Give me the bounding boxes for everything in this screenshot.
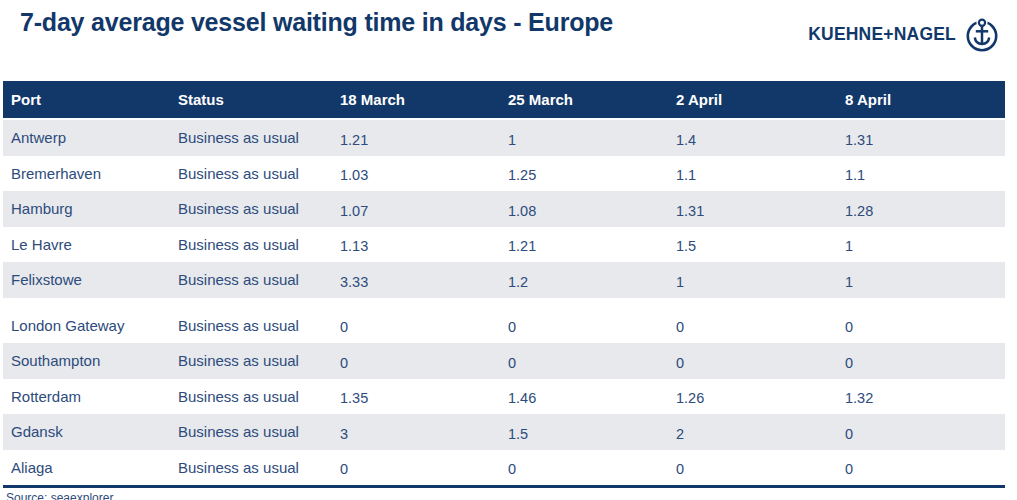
value-cell: 1.35 [340,390,508,406]
value-cell: 0 [845,355,1005,371]
status-cell: Business as usual [178,271,340,288]
kuehne-nagel-logo: KUEHNE+NAGEL [808,14,1001,54]
port-cell: Bremerhaven [3,165,178,182]
status-cell: Business as usual [178,165,340,182]
status-cell: Business as usual [178,423,340,440]
value-cell: 1 [845,274,1005,290]
table-body: AntwerpBusiness as usual1.2111.41.31Brem… [3,120,1005,485]
value-cell: 0 [676,319,845,335]
port-cell: Felixstowe [3,271,178,288]
value-cell: 1.32 [845,390,1005,406]
value-cell: 0 [676,355,845,371]
table-row: London GatewayBusiness as usual0000 [3,308,1005,344]
table-row: AntwerpBusiness as usual1.2111.41.31 [3,120,1005,156]
logo-text: KUEHNE+NAGEL [808,24,956,45]
value-cell: 0 [845,461,1005,477]
source-note: Source: seaexplorer [6,491,1017,500]
value-cell: 1.5 [676,238,845,254]
value-cell: 1.5 [508,426,676,442]
status-cell: Business as usual [178,388,340,405]
status-cell: Business as usual [178,352,340,369]
value-cell: 1.2 [508,274,676,290]
column-header-status: Status [178,91,340,108]
value-cell: 1.07 [340,203,508,219]
status-cell: Business as usual [178,129,340,146]
column-header-date: 2 April [676,91,845,108]
table-row: AliagaBusiness as usual0000 [3,450,1005,486]
port-cell: Antwerp [3,129,178,146]
table-bottom-rule [3,485,1005,488]
port-cell: Southampton [3,352,178,369]
port-cell: London Gateway [3,317,178,334]
status-cell: Business as usual [178,200,340,217]
anchor-icon [963,14,1001,54]
value-cell: 1.21 [508,238,676,254]
value-cell: 1 [845,238,1005,254]
page-title: 7-day average vessel waiting time in day… [20,8,613,37]
value-cell: 1.03 [340,167,508,183]
table-row: GdanskBusiness as usual31.520 [3,414,1005,450]
port-cell: Rotterdam [3,388,178,405]
waiting-time-table: Port Status 18 March 25 March 2 April 8 … [3,81,1005,485]
table-row: HamburgBusiness as usual1.071.081.311.28 [3,191,1005,227]
table-row: RotterdamBusiness as usual1.351.461.261.… [3,379,1005,415]
value-cell: 1.21 [340,132,508,148]
table-row: BremerhavenBusiness as usual1.031.251.11… [3,156,1005,192]
value-cell: 1.46 [508,390,676,406]
value-cell: 1.31 [676,203,845,219]
table-row: SouthamptonBusiness as usual0000 [3,343,1005,379]
value-cell: 0 [340,319,508,335]
port-cell: Aliaga [3,459,178,476]
value-cell: 3.33 [340,274,508,290]
value-cell: 1 [508,132,676,148]
table-row: Le HavreBusiness as usual1.131.211.51 [3,227,1005,263]
value-cell: 1.13 [340,238,508,254]
table-row: FelixstoweBusiness as usual3.331.211 [3,262,1005,298]
value-cell: 1.31 [845,132,1005,148]
value-cell: 0 [508,461,676,477]
column-header-date: 18 March [340,91,508,108]
port-cell: Hamburg [3,200,178,217]
value-cell: 0 [340,461,508,477]
value-cell: 1.1 [676,167,845,183]
column-header-port: Port [3,91,178,108]
value-cell: 0 [845,319,1005,335]
value-cell: 1.26 [676,390,845,406]
port-cell: Le Havre [3,236,178,253]
value-cell: 1.28 [845,203,1005,219]
value-cell: 1.1 [845,167,1005,183]
value-cell: 1.25 [508,167,676,183]
port-cell: Gdansk [3,423,178,440]
value-cell: 2 [676,426,845,442]
value-cell: 1.4 [676,132,845,148]
value-cell: 1 [676,274,845,290]
value-cell: 0 [508,319,676,335]
status-cell: Business as usual [178,236,340,253]
value-cell: 0 [676,461,845,477]
column-header-date: 25 March [508,91,676,108]
table-header-row: Port Status 18 March 25 March 2 April 8 … [3,81,1005,118]
status-cell: Business as usual [178,317,340,334]
column-header-date: 8 April [845,91,1005,108]
value-cell: 0 [845,426,1005,442]
group-spacer [3,298,1005,308]
status-cell: Business as usual [178,459,340,476]
value-cell: 0 [340,355,508,371]
page-header: 7-day average vessel waiting time in day… [0,0,1017,81]
value-cell: 3 [340,426,508,442]
value-cell: 1.08 [508,203,676,219]
value-cell: 0 [508,355,676,371]
